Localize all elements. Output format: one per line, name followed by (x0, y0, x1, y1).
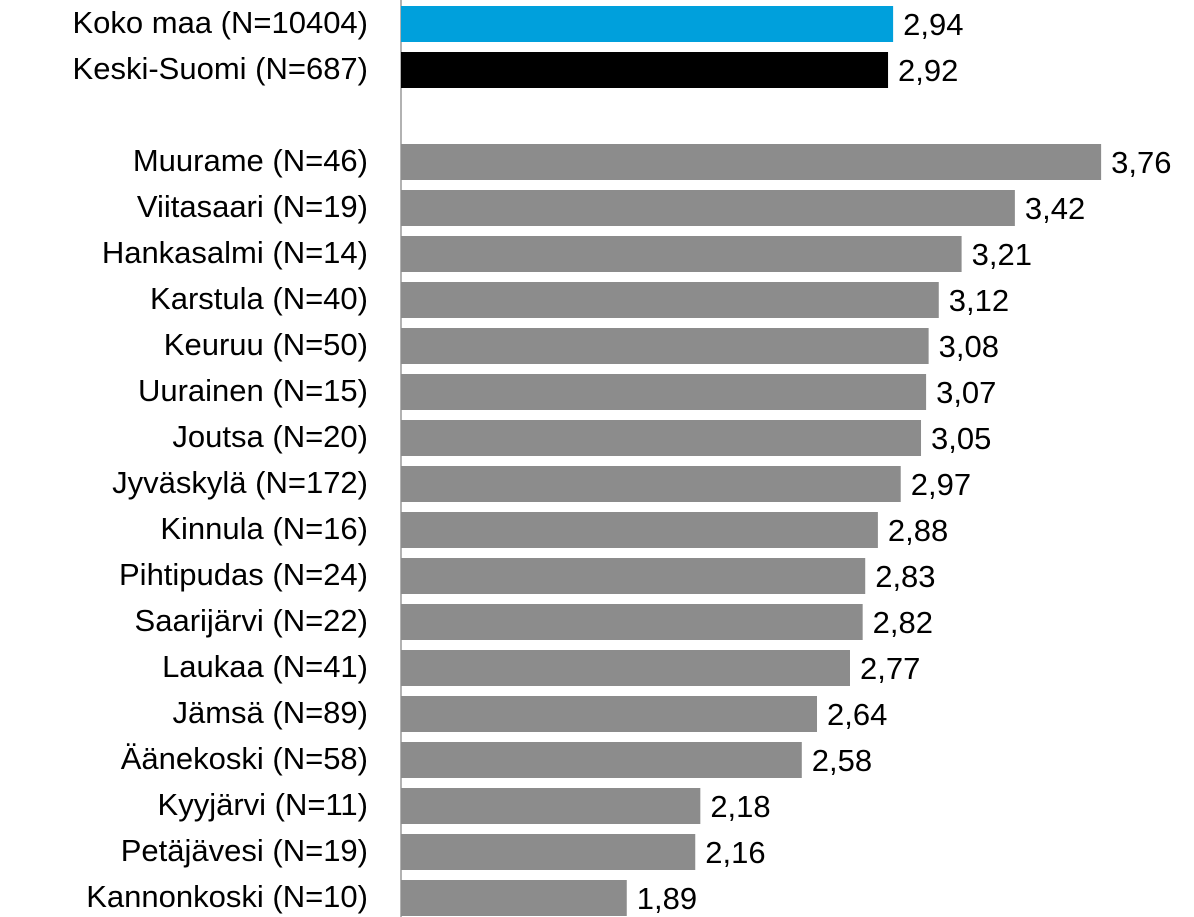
category-label: Saarijärvi (N=22) (135, 603, 368, 638)
category-label: Joutsa (N=20) (172, 419, 368, 454)
value-label: 2,97 (911, 467, 971, 502)
category-label: Muurame (N=46) (133, 143, 368, 178)
value-label: 2,58 (812, 743, 872, 778)
category-label: Koko maa (N=10404) (72, 5, 368, 40)
bar (401, 144, 1102, 180)
bar (401, 6, 894, 42)
value-label: 2,64 (827, 697, 887, 732)
value-label: 2,92 (898, 53, 958, 88)
bar (401, 328, 929, 364)
category-label: Kannonkoski (N=10) (86, 879, 368, 914)
category-label: Keuruu (N=50) (164, 327, 368, 362)
bar (401, 558, 866, 594)
category-label: Kinnula (N=16) (160, 511, 368, 546)
value-label: 2,18 (710, 789, 770, 824)
category-label: Jämsä (N=89) (172, 695, 368, 730)
category-label: Hankasalmi (N=14) (102, 235, 368, 270)
category-label: Karstula (N=40) (150, 281, 368, 316)
bar (401, 52, 889, 88)
value-label: 3,42 (1025, 191, 1085, 226)
bar (401, 190, 1015, 226)
bar (401, 374, 927, 410)
value-label: 3,05 (931, 421, 991, 456)
category-label: Jyväskylä (N=172) (112, 465, 368, 500)
category-label: Petäjävesi (N=19) (121, 833, 368, 868)
value-label: 2,94 (903, 7, 963, 42)
category-label: Uurainen (N=15) (138, 373, 368, 408)
value-label: 2,83 (875, 559, 935, 594)
value-label: 3,08 (939, 329, 999, 364)
bar (401, 834, 696, 870)
category-label: Pihtipudas (N=24) (119, 557, 368, 592)
category-label: Viitasaari (N=19) (137, 189, 368, 224)
bar (401, 880, 627, 916)
bar (401, 742, 802, 778)
bar (401, 282, 939, 318)
bar (401, 420, 922, 456)
bar (401, 788, 701, 824)
value-label: 3,12 (949, 283, 1009, 318)
value-label: 1,89 (637, 881, 697, 916)
bar (401, 650, 850, 686)
bar (401, 466, 901, 502)
value-label: 3,07 (936, 375, 996, 410)
value-label: 2,88 (888, 513, 948, 548)
category-label: Äänekoski (N=58) (121, 741, 368, 776)
bar (401, 696, 818, 732)
bar (401, 604, 863, 640)
category-label: Kyyjärvi (N=11) (158, 787, 368, 822)
value-label: 2,16 (705, 835, 765, 870)
category-label: Laukaa (N=41) (162, 649, 368, 684)
value-label: 2,77 (860, 651, 920, 686)
bar (401, 512, 878, 548)
value-label: 3,76 (1111, 145, 1171, 180)
value-label: 3,21 (972, 237, 1032, 272)
value-label: 2,82 (873, 605, 933, 640)
category-label: Keski-Suomi (N=687) (73, 51, 368, 86)
bar (401, 236, 962, 272)
